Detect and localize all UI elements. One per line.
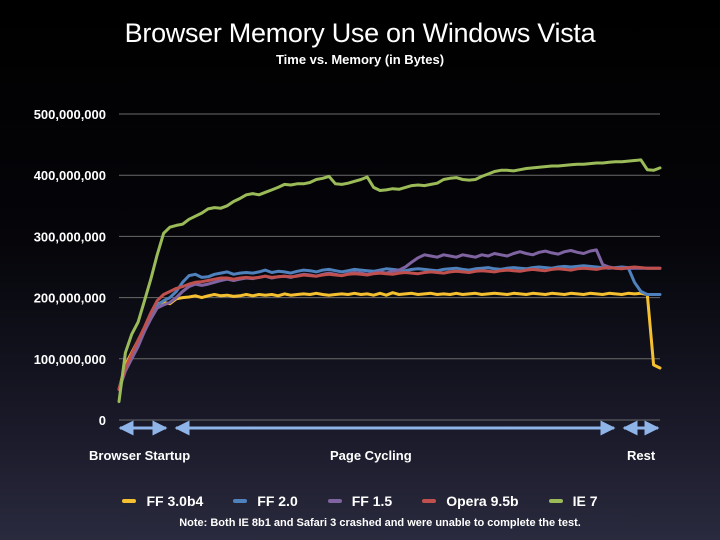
legend-label-ff-3-0b4: FF 3.0b4 <box>146 493 204 509</box>
legend-swatch-ff-1-5 <box>327 499 342 503</box>
legend-item-ie-7: IE 7 <box>548 493 598 509</box>
footnote: Note: Both IE 8b1 and Safari 3 crashed a… <box>179 517 581 529</box>
legend-item-ff-1-5: FF 1.5 <box>327 493 393 509</box>
series-line-ff-1-5 <box>117 248 662 391</box>
phase-label-page-cycling: Page Cycling <box>330 448 412 463</box>
y-tick-label: 0 <box>99 413 106 428</box>
y-tick-label: 100,000,000 <box>34 352 106 367</box>
legend-label-ie-7: IE 7 <box>572 493 598 509</box>
series-line-ie-7 <box>117 158 662 404</box>
memory-line-chart: 0 100,000,000 200,000,000 300,000,000 400,00… <box>34 107 662 436</box>
legend-swatch-ie-7 <box>548 499 563 503</box>
series-line-ff-2-0 <box>117 264 662 391</box>
phase-label-rest: Rest <box>627 448 656 463</box>
chart-title: Browser Memory Use on Windows Vista <box>124 18 596 48</box>
legend-label-opera-9-5b: Opera 9.5b <box>446 493 519 509</box>
legend-swatch-opera-9-5b <box>422 499 437 503</box>
series-line-opera-9-5b <box>117 265 662 391</box>
legend-item-ff-2-0: FF 2.0 <box>233 493 298 509</box>
legend-item-ff-3-0b4: FF 3.0b4 <box>122 493 203 509</box>
legend-swatch-ff-2-0 <box>233 499 248 503</box>
legend-item-opera-9-5b: Opera 9.5b <box>422 493 519 509</box>
legend-swatch-ff-3-0b4 <box>122 499 137 503</box>
legend-label-ff-1-5: FF 1.5 <box>351 493 393 509</box>
chart-legend: FF 3.0b4 FF 2.0 FF 1.5 Opera 9.5b IE 7 <box>0 493 720 509</box>
y-tick-label: 300,000,000 <box>34 229 106 244</box>
y-tick-label: 400,000,000 <box>34 168 106 183</box>
chart-subtitle: Time vs. Memory (in Bytes) <box>275 52 445 67</box>
legend-label-ff-2-0: FF 2.0 <box>257 493 298 509</box>
series-line-ff-3-0b4 <box>117 291 662 391</box>
phase-label-browser-startup: Browser Startup <box>89 448 191 463</box>
y-tick-label: 200,000,000 <box>34 291 106 306</box>
y-tick-label: 500,000,000 <box>34 107 106 122</box>
